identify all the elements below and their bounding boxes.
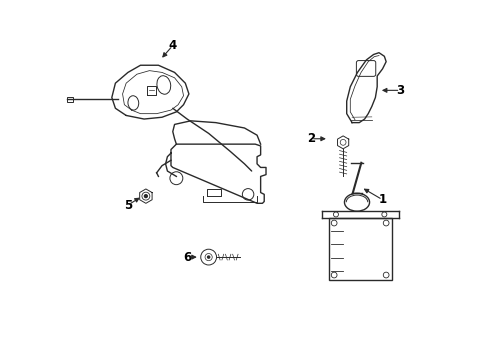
Circle shape	[144, 195, 147, 198]
Text: 4: 4	[168, 39, 177, 52]
Text: 1: 1	[378, 193, 386, 206]
Circle shape	[207, 256, 209, 258]
Bar	[328, 218, 391, 280]
Text: 5: 5	[123, 199, 132, 212]
Text: 6: 6	[183, 251, 191, 264]
Text: 3: 3	[396, 84, 404, 97]
Text: 2: 2	[306, 132, 314, 145]
Bar	[67, 97, 73, 102]
